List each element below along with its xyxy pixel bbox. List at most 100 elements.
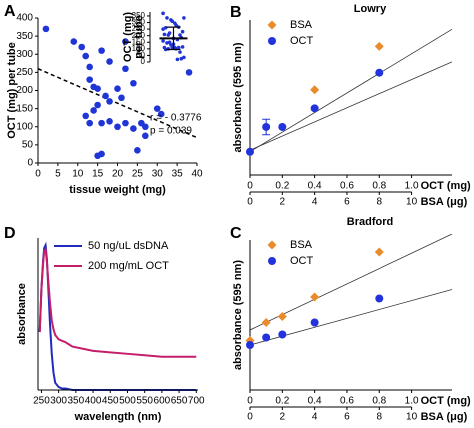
x-axis-label: OCT (mg): [421, 395, 471, 407]
point: [130, 125, 137, 132]
plot-area: [250, 234, 453, 346]
point: [310, 292, 320, 302]
point: [246, 341, 254, 349]
point: [163, 47, 168, 52]
point: [118, 94, 125, 102]
x-tick-label: 0: [35, 169, 41, 180]
point: [106, 98, 113, 105]
point: [310, 318, 319, 327]
point: [261, 318, 271, 327]
point: [278, 122, 287, 131]
point: [182, 16, 186, 20]
x2-tick-label: 0: [247, 197, 253, 208]
panel-letter: D: [4, 225, 16, 242]
point: [167, 31, 172, 35]
point: [174, 23, 178, 27]
x2-axis-label: BSA (μg): [421, 411, 468, 423]
x-tick-label: 0: [247, 396, 253, 407]
x-tick-label: 350: [68, 396, 85, 407]
point: [134, 147, 141, 154]
x2-tick-label: 0: [247, 412, 253, 423]
x-tick-label: 10: [72, 169, 84, 180]
point: [82, 112, 89, 120]
legend-marker: [267, 20, 277, 30]
legend-marker: [268, 37, 276, 45]
y-tick-label: 50: [136, 51, 145, 60]
point: [98, 119, 105, 127]
y-tick-label: 300: [16, 49, 33, 60]
panel-letter: B: [230, 4, 242, 21]
y-axis-label: absorbance: [16, 283, 28, 345]
point: [122, 38, 129, 45]
point: [374, 41, 384, 51]
x2-axis-label: BSA (μg): [421, 196, 468, 208]
point: [161, 27, 165, 31]
point: [262, 122, 271, 131]
y-tick-label: 200: [16, 85, 33, 96]
series-line: [38, 247, 197, 358]
fit-line: [250, 28, 453, 153]
point: [310, 104, 319, 113]
y-tick-label: 0: [141, 57, 146, 66]
point: [142, 123, 149, 131]
x2-tick-label: 4: [312, 412, 318, 423]
point: [180, 45, 185, 49]
point: [114, 123, 121, 131]
x2-tick-label: 8: [376, 197, 382, 208]
point: [310, 85, 320, 95]
point: [161, 11, 165, 16]
point: [98, 150, 105, 158]
x2-tick-label: 6: [344, 412, 350, 423]
point: [70, 38, 78, 45]
x-tick-label: 700: [188, 396, 205, 407]
chart-title: Lowry: [354, 3, 387, 15]
legend-label: OCT: [290, 255, 314, 267]
panel-letter: C: [230, 225, 242, 242]
legend-label: 200 mg/mL OCT: [88, 260, 169, 272]
y-tick-label: 100: [132, 44, 146, 53]
x-tick-label: 400: [85, 396, 102, 407]
x-tick-label: 0: [247, 181, 253, 192]
point: [162, 32, 167, 37]
y-axis-label: OCT (mg): [122, 12, 134, 62]
chart-title: Bradford: [347, 216, 393, 228]
point: [375, 294, 384, 303]
y-tick-label: 200: [132, 31, 146, 40]
panel-letter: A: [4, 3, 16, 20]
x-tick-label: 0.2: [275, 181, 289, 192]
x-tick-label: 650: [171, 396, 188, 407]
point: [375, 68, 384, 77]
point: [161, 39, 165, 43]
legend-label: 50 ng/uL dsDNA: [88, 240, 169, 252]
y-tick-label: 150: [16, 103, 33, 114]
x-tick-label: 450: [102, 396, 119, 407]
x2-tick-label: 10: [406, 197, 418, 208]
point: [94, 101, 101, 109]
point: [122, 119, 129, 127]
sd-bar: [166, 26, 181, 51]
x-tick-label: 35: [172, 169, 184, 180]
legend-label: BSA: [290, 19, 313, 31]
point: [170, 19, 174, 24]
x-tick-label: 0.6: [340, 396, 354, 407]
point: [262, 333, 271, 342]
x-tick-label: 250: [33, 396, 50, 407]
point: [185, 69, 193, 76]
y-tick-label: 350: [132, 11, 146, 20]
x-tick-label: 15: [92, 169, 104, 180]
x-tick-label: 5: [55, 169, 61, 180]
point: [82, 52, 89, 60]
point: [157, 110, 165, 118]
legend-label: OCT: [290, 35, 314, 47]
y-tick-label: 50: [22, 140, 34, 151]
x-tick-label: 25: [132, 169, 144, 180]
x-axis-label: OCT (mg): [421, 180, 471, 192]
trend-line: [37, 68, 198, 139]
point: [106, 118, 113, 125]
point: [167, 40, 172, 45]
x2-tick-label: 4: [312, 197, 318, 208]
y-tick-label: 400: [16, 13, 33, 24]
x-tick-label: 550: [136, 396, 153, 407]
x-tick-label: 600: [154, 396, 171, 407]
point: [246, 147, 254, 156]
